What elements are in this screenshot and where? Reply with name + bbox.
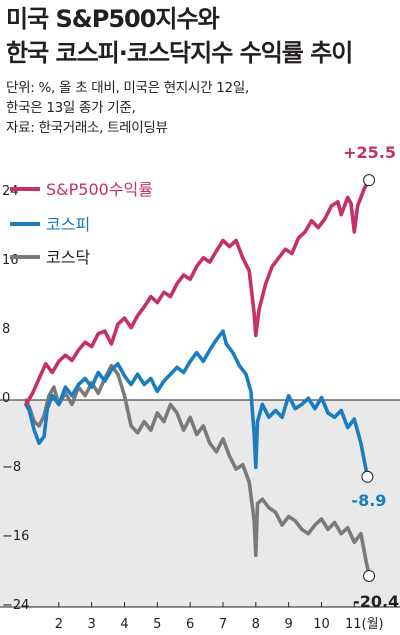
series-line — [24, 329, 370, 479]
end-value-labels: +25.5 -8.9 -20.4 — [343, 143, 399, 611]
x-tick-label: 4 — [120, 617, 128, 632]
y-tick-label: −16 — [2, 529, 29, 544]
legend-label: S&P500수익률 — [46, 180, 153, 199]
series-end-marker — [363, 569, 376, 582]
y-tick-label: −24 — [2, 598, 29, 613]
note-basis: 한국은 13일 종가 기준, — [6, 100, 136, 116]
x-tick-label: 9 — [285, 617, 293, 632]
note-source: 자료: 한국거래소, 트레이딩뷰 — [6, 120, 168, 136]
x-tick-label: 8 — [252, 617, 260, 632]
x-tick-label: 3 — [88, 617, 96, 632]
x-tick-label: 6 — [186, 617, 194, 632]
series-end-marker — [363, 174, 376, 187]
x-tick-label: 11(월) — [345, 617, 384, 632]
x-axis-ticks: 2 3 4 5 6 7 8 9 10 11(월) — [55, 602, 384, 632]
x-tick-label: 10 — [313, 617, 330, 632]
series-line — [24, 363, 371, 578]
series-line — [24, 178, 371, 407]
y-tick-label: 0 — [2, 391, 10, 406]
series-end-value: -20.4 — [353, 592, 399, 611]
x-tick-label: 7 — [219, 617, 227, 632]
chart-title-line2: 한국 코스피·코스닥지수 수익률 추이 — [6, 39, 353, 67]
x-tick-label: 2 — [55, 617, 63, 632]
negative-area-band — [0, 400, 400, 607]
series-end-value: -8.9 — [351, 491, 386, 510]
chart-title-line1: 미국 S&P500지수와 — [6, 5, 220, 33]
legend-label: 코스피 — [46, 215, 90, 234]
series-end-marker — [361, 470, 374, 483]
x-tick-label: 5 — [153, 617, 161, 632]
y-tick-label: 8 — [2, 322, 10, 337]
y-tick-label: 24 — [2, 184, 19, 199]
legend-label: 코스닥 — [46, 248, 90, 267]
y-tick-label: −8 — [2, 460, 21, 475]
series-end-value: +25.5 — [343, 143, 396, 162]
series-lines — [24, 174, 376, 582]
note-unit: 단위: %, 올 초 대비, 미국은 현지시간 12일, — [6, 80, 249, 96]
